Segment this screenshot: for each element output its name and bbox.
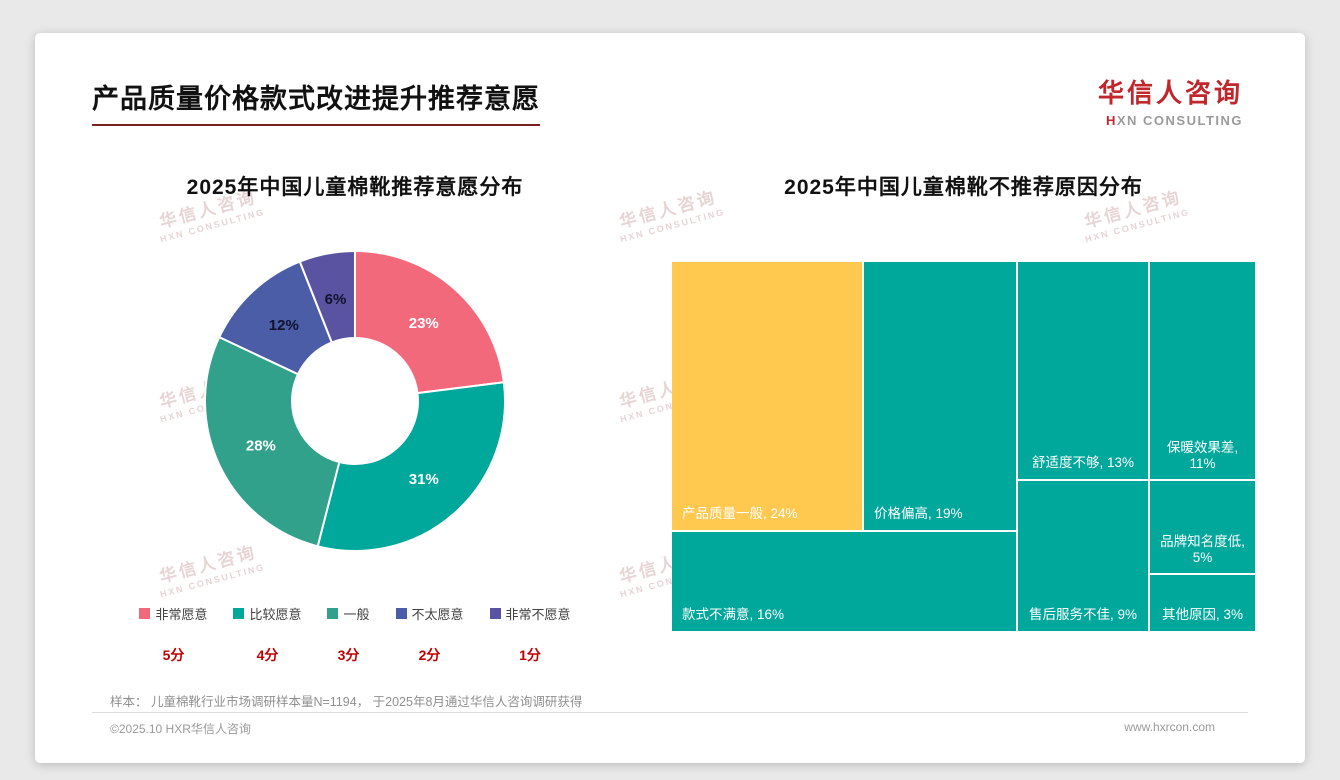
legend-score: 2分 <box>418 647 441 663</box>
legend-item: 不太愿意 2分 <box>395 604 464 665</box>
legend-item: 比较愿意 4分 <box>233 604 301 665</box>
donut-slice <box>204 335 341 548</box>
legend-label: 比较愿意 <box>249 607 302 622</box>
legend-score: 5分 <box>162 647 185 663</box>
donut-slice-label: 23% <box>409 315 439 332</box>
donut-slice-label: 12% <box>269 317 299 334</box>
treemap-section: 2025年中国儿童棉靴不推荐原因分布 产品质量一般, 24% 价格偏高, 19% 款… <box>672 171 1255 631</box>
treemap-cell-label: 款式不满意, 16% <box>682 607 785 622</box>
treemap-cell-label: 售后服务不佳, 9% <box>1028 607 1137 622</box>
donut-chart: 23% 31% 28% 12% 6% <box>204 249 506 552</box>
treemap-cell-label: 保暖效果差, 11% <box>1166 440 1239 471</box>
footer-divider <box>92 712 1248 713</box>
legend-label: 一般 <box>343 607 370 622</box>
legend-label: 非常不愿意 <box>505 607 571 622</box>
treemap-cell-label: 品牌知名度低, 5% <box>1160 534 1245 565</box>
legend-label: 不太愿意 <box>411 607 464 622</box>
legend-swatch <box>395 608 407 619</box>
treemap-cell-label: 舒适度不够, 13% <box>1031 455 1135 470</box>
donut-slice <box>298 249 356 344</box>
company-logo: 华信人咨询 HXN CONSULTING <box>1098 73 1243 128</box>
treemap-title: 2025年中国儿童棉靴不推荐原因分布 <box>784 176 1143 199</box>
legend-swatch <box>489 608 501 619</box>
legend-score: 3分 <box>337 647 360 663</box>
treemap-cell: 保暖效果差, 11% <box>1150 262 1255 479</box>
treemap-cell: 舒适度不够, 13% <box>1018 262 1148 479</box>
treemap-cell-label: 产品质量一般, 24% <box>682 506 798 521</box>
slide-card: 华信人咨询 HXN CONSULTING 华信人咨询 HXN CONSULTING 华信… <box>35 33 1305 763</box>
treemap-cell-label: 价格偏高, 19% <box>874 506 963 521</box>
legend-item: 一般 3分 <box>327 604 370 665</box>
treemap-cell: 其他原因, 3% <box>1150 575 1255 631</box>
logo-subtitle: HXN CONSULTING <box>1105 113 1243 128</box>
treemap-cell: 售后服务不佳, 9% <box>1018 481 1148 631</box>
legend-swatch <box>327 608 339 619</box>
donut-chart-section: 2025年中国儿童棉靴推荐意愿分布 23% 31% 28% 12% 6% 非常愿意 5分 比… <box>75 171 635 665</box>
treemap-cell: 品牌知名度低, 5% <box>1150 481 1255 573</box>
logo-name: 华信人咨询 <box>1097 78 1243 108</box>
legend-item: 非常不愿意 1分 <box>489 604 571 665</box>
sample-footnote: 样本： 儿童棉靴行业市场调研样本量N=1194， 于2025年8月通过华信人咨询… <box>110 695 583 709</box>
legend-score: 1分 <box>519 647 541 663</box>
treemap-cell-label: 其他原因, 3% <box>1161 607 1243 622</box>
treemap-cell: 产品质量一般, 24% <box>672 262 862 530</box>
legend-score: 4分 <box>256 647 279 663</box>
donut-legend: 非常愿意 5分 比较愿意 4分 一般 3分 不太愿意 2分 非常不愿意 1分 <box>75 604 635 665</box>
footer-website: www.hxrcon.com <box>1124 720 1215 734</box>
donut-slice-label: 31% <box>409 471 439 488</box>
donut-slice-label: 6% <box>325 291 347 308</box>
treemap-cell: 价格偏高, 19% <box>864 262 1016 530</box>
footer-copyright: ©2025.10 HXR华信人咨询 <box>110 722 251 736</box>
donut-slice <box>316 381 506 552</box>
donut-slice <box>354 249 505 395</box>
donut-chart-title: 2025年中国儿童棉靴推荐意愿分布 <box>186 176 524 199</box>
legend-swatch <box>233 608 245 619</box>
treemap-cell: 款式不满意, 16% <box>672 532 1016 631</box>
legend-item: 非常愿意 5分 <box>139 604 207 665</box>
legend-swatch <box>139 608 151 619</box>
page-title: 产品质量价格款式改进提升推荐意愿 <box>92 77 540 126</box>
legend-label: 非常愿意 <box>155 607 208 622</box>
treemap: 产品质量一般, 24% 价格偏高, 19% 款式不满意, 16% 舒适度不够, 13%… <box>672 262 1255 631</box>
donut-slice-label: 28% <box>246 437 276 454</box>
